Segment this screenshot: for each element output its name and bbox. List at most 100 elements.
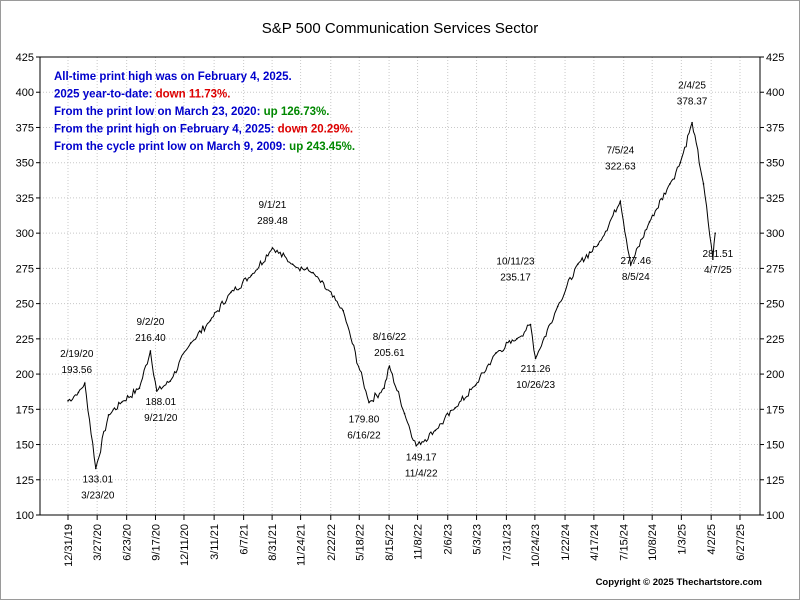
x-tick-label: 5/3/23 [472, 524, 484, 555]
annotation-label: 281.51 [703, 249, 734, 260]
y-tick-label-right: 200 [766, 369, 784, 381]
x-tick-label: 6/27/25 [735, 524, 747, 561]
y-tick-label-right: 125 [766, 475, 784, 487]
price-point [403, 412, 406, 415]
price-point [383, 387, 385, 389]
annotation-label: 9/2/20 [137, 317, 165, 328]
x-tick-label: 10/8/24 [647, 524, 659, 561]
annotation-label: 10/26/23 [516, 380, 555, 391]
annotation-label: 6/16/22 [347, 431, 381, 442]
price-point [368, 401, 370, 404]
price-point [619, 200, 622, 203]
price-point [529, 323, 532, 326]
x-tick-label: 1/22/24 [560, 524, 572, 561]
price-point [77, 391, 80, 394]
x-tick-label: 8/31/21 [267, 524, 279, 561]
annotation-label: 8/16/22 [373, 332, 407, 343]
x-tick-label: 7/15/24 [619, 524, 631, 561]
info-line-value: down 11.73%. [152, 89, 230, 101]
price-point [107, 414, 110, 416]
price-point [434, 429, 437, 432]
price-point [648, 221, 651, 223]
y-tick-label-right: 400 [766, 87, 784, 99]
price-point [415, 444, 418, 447]
y-tick-label-right: 375 [766, 122, 784, 134]
info-line-value: up 243.45%. [286, 141, 355, 153]
price-point [209, 319, 212, 322]
y-tick-label-right: 275 [766, 263, 784, 275]
x-tick-label: 11/24/21 [296, 524, 308, 566]
y-tick-label-right: 350 [766, 158, 784, 170]
info-line-value: up 126.73%. [260, 106, 329, 118]
price-point [250, 274, 253, 277]
y-tick-label-left: 175 [16, 404, 34, 416]
y-tick-label-left: 125 [16, 475, 34, 487]
annotation-label: 277.46 [620, 256, 651, 267]
info-line-label: From the print high on February 4, 2025: [54, 124, 274, 136]
x-tick-label: 12/11/20 [179, 524, 191, 566]
y-tick-label-left: 400 [16, 87, 34, 99]
plot-area [40, 57, 760, 515]
info-line: From the print low on March 23, 2020: up… [54, 106, 329, 118]
price-point [149, 350, 152, 352]
y-tick-label-left: 425 [16, 52, 34, 64]
y-tick-label-left: 225 [16, 334, 34, 346]
price-point [342, 309, 344, 312]
price-point [714, 232, 716, 234]
price-point [454, 407, 456, 409]
price-point [712, 258, 714, 261]
annotation-label: 216.40 [135, 333, 166, 344]
annotation-label: 2/4/25 [678, 81, 706, 92]
price-point [83, 382, 86, 384]
x-tick-label: 2/22/22 [326, 524, 338, 561]
price-point [312, 271, 314, 274]
annotation-label: 9/1/21 [259, 200, 287, 211]
x-tick-label: 4/2/25 [706, 524, 718, 555]
plot-border [39, 56, 761, 516]
y-tick-label-left: 350 [16, 158, 34, 170]
x-tick-label: 4/17/24 [589, 524, 601, 561]
price-point [156, 390, 158, 392]
annotation-label: 2/19/20 [60, 349, 94, 360]
price-point [67, 400, 69, 402]
annotation-label: 211.26 [521, 364, 551, 375]
price-point [576, 263, 579, 265]
x-tick-label: 3/27/20 [92, 524, 104, 561]
annotation-label: 188.01 [146, 397, 177, 408]
annotation-label: 289.48 [257, 216, 288, 227]
chart-title: S&P 500 Communication Services Sector [261, 20, 539, 37]
price-point [120, 401, 123, 404]
x-tick-label: 3/11/21 [209, 524, 221, 560]
price-point [556, 305, 559, 308]
price-point [669, 183, 671, 185]
y-tick-label-left: 375 [16, 122, 34, 134]
info-line-value: down 20.29%. [274, 124, 353, 136]
annotation-label: 8/5/24 [622, 272, 650, 283]
annotation-label: 9/21/20 [144, 413, 178, 424]
y-tick-label-right: 425 [766, 52, 784, 64]
price-point [95, 467, 97, 470]
annotation-label: 10/11/23 [496, 257, 535, 268]
y-tick-label-left: 250 [16, 299, 34, 311]
x-tick-label: 11/8/22 [413, 524, 425, 560]
price-point [138, 387, 141, 389]
annotation-label: 378.37 [677, 97, 708, 108]
y-tick-label-left: 300 [16, 228, 34, 240]
price-point [629, 264, 632, 266]
price-point [515, 338, 518, 340]
price-point [388, 365, 391, 367]
x-tick-label: 9/17/20 [150, 524, 162, 561]
annotation-label: 4/7/25 [704, 265, 732, 276]
price-point [495, 352, 497, 354]
x-tick-label: 12/31/19 [63, 524, 75, 567]
y-tick-label-right: 225 [766, 334, 784, 346]
x-tick-label: 10/24/23 [530, 524, 542, 567]
price-point [474, 384, 477, 387]
y-tick-label-left: 150 [16, 440, 34, 452]
info-line-label: 2025 year-to-date: [54, 89, 152, 101]
price-point [169, 380, 172, 382]
price-point [291, 263, 294, 265]
info-line: From the cycle print low on March 9, 200… [54, 141, 355, 153]
info-line-label: From the cycle print low on March 9, 200… [54, 141, 286, 153]
